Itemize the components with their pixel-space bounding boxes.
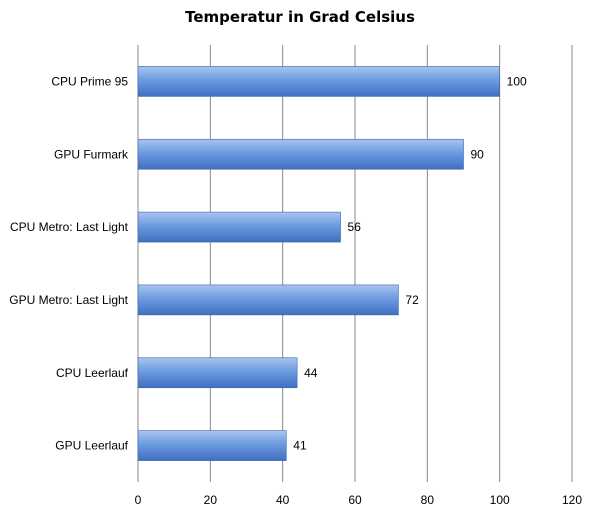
data-label: 41 xyxy=(293,439,307,453)
x-tick-label: 40 xyxy=(276,493,290,507)
category-label: CPU Metro: Last Light xyxy=(10,220,129,234)
category-label: GPU Leerlauf xyxy=(55,439,128,453)
data-label: 44 xyxy=(304,366,318,380)
x-tick-label: 60 xyxy=(348,493,362,507)
chart-title: Temperatur in Grad Celsius xyxy=(185,8,415,26)
category-label: GPU Metro: Last Light xyxy=(9,293,128,307)
category-label: CPU Prime 95 xyxy=(51,74,128,88)
bar xyxy=(137,66,500,97)
x-tick-label: 120 xyxy=(562,493,582,507)
data-label: 72 xyxy=(405,293,419,307)
x-tick-label: 20 xyxy=(204,493,218,507)
bar xyxy=(137,138,464,170)
category-label: CPU Leerlauf xyxy=(56,366,129,380)
category-label: GPU Furmark xyxy=(54,147,129,161)
data-label: 56 xyxy=(348,220,362,234)
x-tick-label: 0 xyxy=(135,493,142,507)
x-tick-label: 100 xyxy=(490,493,510,507)
bar xyxy=(137,430,287,461)
bar xyxy=(137,284,399,316)
bar xyxy=(137,357,298,389)
data-label: 90 xyxy=(471,147,485,161)
bar xyxy=(137,211,341,243)
x-tick-label: 80 xyxy=(421,493,435,507)
data-label: 100 xyxy=(507,74,527,88)
